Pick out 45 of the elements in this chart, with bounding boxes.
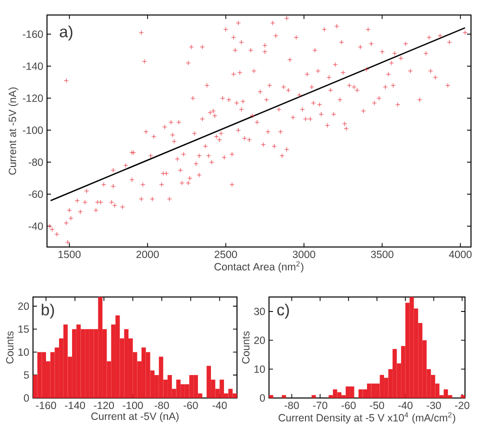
y-axis-title: Counts (6, 331, 14, 364)
x-axis-title: Current Density at -5 V x10$^{4}$ (mA/cm$^{2}$) (278, 412, 456, 424)
x-tick-label: 3000 (292, 250, 316, 258)
y-tick-label: 0 (260, 394, 265, 402)
y-tick-label: 15 (18, 325, 29, 333)
y-tick-label: -140 (22, 62, 43, 70)
x-tick-label: -40 (212, 402, 227, 410)
y-tick-label: 10 (18, 348, 29, 356)
x-tick-label: -60 (341, 402, 356, 410)
x-tick-label: -40 (398, 402, 412, 410)
x-tick-label: -50 (370, 402, 384, 410)
annotation: a) (60, 26, 72, 40)
x-tick-label: -140 (64, 402, 86, 410)
y-tick-label: 20 (18, 302, 29, 310)
x-tick-label: -120 (94, 402, 114, 410)
x-tick-label: 4000 (448, 250, 472, 258)
y-tick-label: -160 (22, 30, 43, 38)
x-tick-label: -80 (154, 402, 169, 410)
y-tick-label: -120 (22, 94, 43, 102)
x-tick-label: -160 (36, 402, 56, 410)
x-tick-label: 1500 (58, 250, 81, 258)
y-tick-label: -80 (28, 158, 43, 166)
y-tick-label: 20 (254, 336, 265, 344)
x-axis-title: Contact Area (nm$^{2}$) (214, 261, 304, 273)
y-tick-label: -40 (28, 222, 43, 230)
y-axis-title: Current at -5V (nA) (8, 87, 18, 175)
y-tick-label: -60 (28, 190, 43, 198)
y-tick-label: 5 (24, 371, 29, 379)
x-tick-label: -60 (184, 402, 198, 410)
x-tick-label: -100 (122, 402, 143, 410)
annotation: c) (277, 304, 289, 319)
annotation: b) (42, 304, 54, 319)
x-tick-label: -30 (426, 402, 441, 410)
x-tick-label: -70 (313, 402, 328, 410)
x-tick-label: 2500 (214, 250, 237, 258)
x-tick-label: 3500 (370, 250, 394, 258)
x-tick-label: -80 (284, 402, 299, 410)
y-tick-label: 0 (24, 394, 29, 402)
y-axis-title: Counts (242, 331, 250, 364)
y-tick-label: 30 (254, 308, 265, 316)
x-tick-label: 2000 (136, 250, 159, 258)
x-axis-title: Current at -5V (nA) (91, 412, 179, 422)
y-tick-label: 10 (254, 365, 265, 373)
y-tick-label: -100 (22, 126, 43, 134)
x-tick-label: -20 (455, 402, 470, 410)
